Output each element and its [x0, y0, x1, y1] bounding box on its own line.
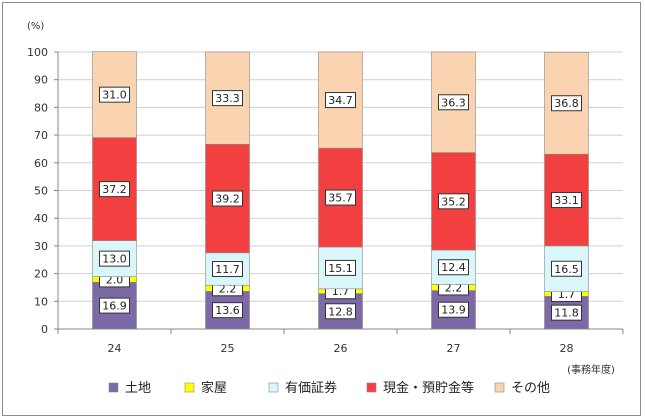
- legend-swatch: [268, 382, 279, 393]
- data-label-box: [212, 190, 243, 207]
- y-tick-label: 30: [34, 240, 48, 253]
- data-label: 33.3: [215, 92, 240, 105]
- y-tick-label: 20: [34, 268, 48, 281]
- data-label-box: [438, 301, 469, 318]
- data-label-box: [551, 192, 582, 209]
- data-label: 16.9: [102, 300, 127, 313]
- legend-label: 現金・預貯金等: [383, 380, 474, 396]
- data-label-box: [438, 94, 469, 111]
- legend-label: 土地: [125, 381, 151, 396]
- legend-swatch: [494, 382, 505, 393]
- data-label-box: [99, 250, 130, 267]
- legend-swatch: [184, 382, 195, 393]
- data-label-box: [551, 260, 582, 277]
- x-axis-unit: (事務年度): [567, 363, 615, 376]
- data-label: 12.4: [441, 261, 466, 274]
- stacked-bar-chart: (%) (事務年度) 16.92.013.037.231.013.62.211.…: [27, 21, 624, 396]
- data-label: 16.5: [554, 263, 579, 276]
- data-label-box: [325, 259, 356, 276]
- y-tick-label: 40: [34, 212, 48, 225]
- data-label: 13.6: [215, 304, 240, 317]
- legend-label: その他: [511, 381, 550, 396]
- data-label-box: [438, 193, 469, 210]
- data-label-box: [99, 86, 130, 103]
- data-label: 37.2: [102, 183, 127, 196]
- data-label-box: [212, 302, 243, 319]
- chart-frame: (%) (事務年度) 16.9 2.0 13.0 37.2 31.0 13.6 2.2 11.…: [2, 2, 641, 416]
- x-tick-label: 25: [221, 342, 235, 355]
- y-axis-unit: (%): [27, 21, 44, 32]
- x-tick-label: 28: [560, 342, 574, 355]
- data-label: 35.7: [328, 192, 353, 205]
- data-label-box: [325, 92, 356, 109]
- y-tick-label: 10: [34, 295, 48, 308]
- data-label: 15.1: [328, 262, 353, 275]
- y-tick-label: 70: [34, 129, 48, 142]
- x-tick-label: 27: [447, 342, 461, 355]
- x-tick-label: 26: [334, 342, 348, 355]
- data-label-box: [99, 297, 130, 314]
- data-label: 13.9: [441, 304, 466, 317]
- data-label: 13.0: [102, 253, 127, 266]
- legend-swatch: [108, 382, 119, 393]
- data-label: 36.3: [441, 96, 466, 109]
- y-tick-label: 90: [34, 74, 48, 87]
- y-tick-label: 0: [41, 323, 48, 336]
- bars: 16.92.013.037.231.013.62.211.739.233.312…: [92, 51, 589, 330]
- data-label-box: [212, 261, 243, 278]
- data-label-box: [551, 95, 582, 112]
- legend-label: 有価証券: [285, 380, 337, 396]
- data-label-box: [551, 304, 582, 321]
- data-label: 35.2: [441, 195, 466, 208]
- y-tick-label: 80: [34, 101, 48, 114]
- data-label: 39.2: [215, 193, 240, 206]
- legend: 土地 家屋 有価証券 現金・預貯金等 その他: [108, 380, 550, 396]
- data-label-box: [212, 90, 243, 107]
- data-label: 11.8: [554, 307, 579, 320]
- y-tick-label: 60: [34, 157, 48, 170]
- data-label-box: [325, 189, 356, 206]
- data-label: 36.8: [554, 97, 579, 110]
- data-label: 33.1: [554, 194, 579, 207]
- data-label-box: [325, 303, 356, 320]
- axes: 0 10 20 30 40 50 60 70 80 90 100 24 25 26 27 28: [27, 46, 624, 355]
- data-label: 11.7: [215, 263, 240, 276]
- legend-swatch: [366, 382, 377, 393]
- data-label-box: [99, 181, 130, 198]
- data-label: 34.7: [328, 94, 353, 107]
- legend-label: 家屋: [201, 380, 227, 396]
- x-tick-label: 24: [108, 342, 122, 355]
- y-tick-label: 100: [27, 46, 48, 59]
- data-label-box: [438, 259, 469, 276]
- data-label: 12.8: [328, 305, 353, 318]
- y-tick-label: 50: [34, 185, 48, 198]
- data-label: 31.0: [102, 89, 127, 102]
